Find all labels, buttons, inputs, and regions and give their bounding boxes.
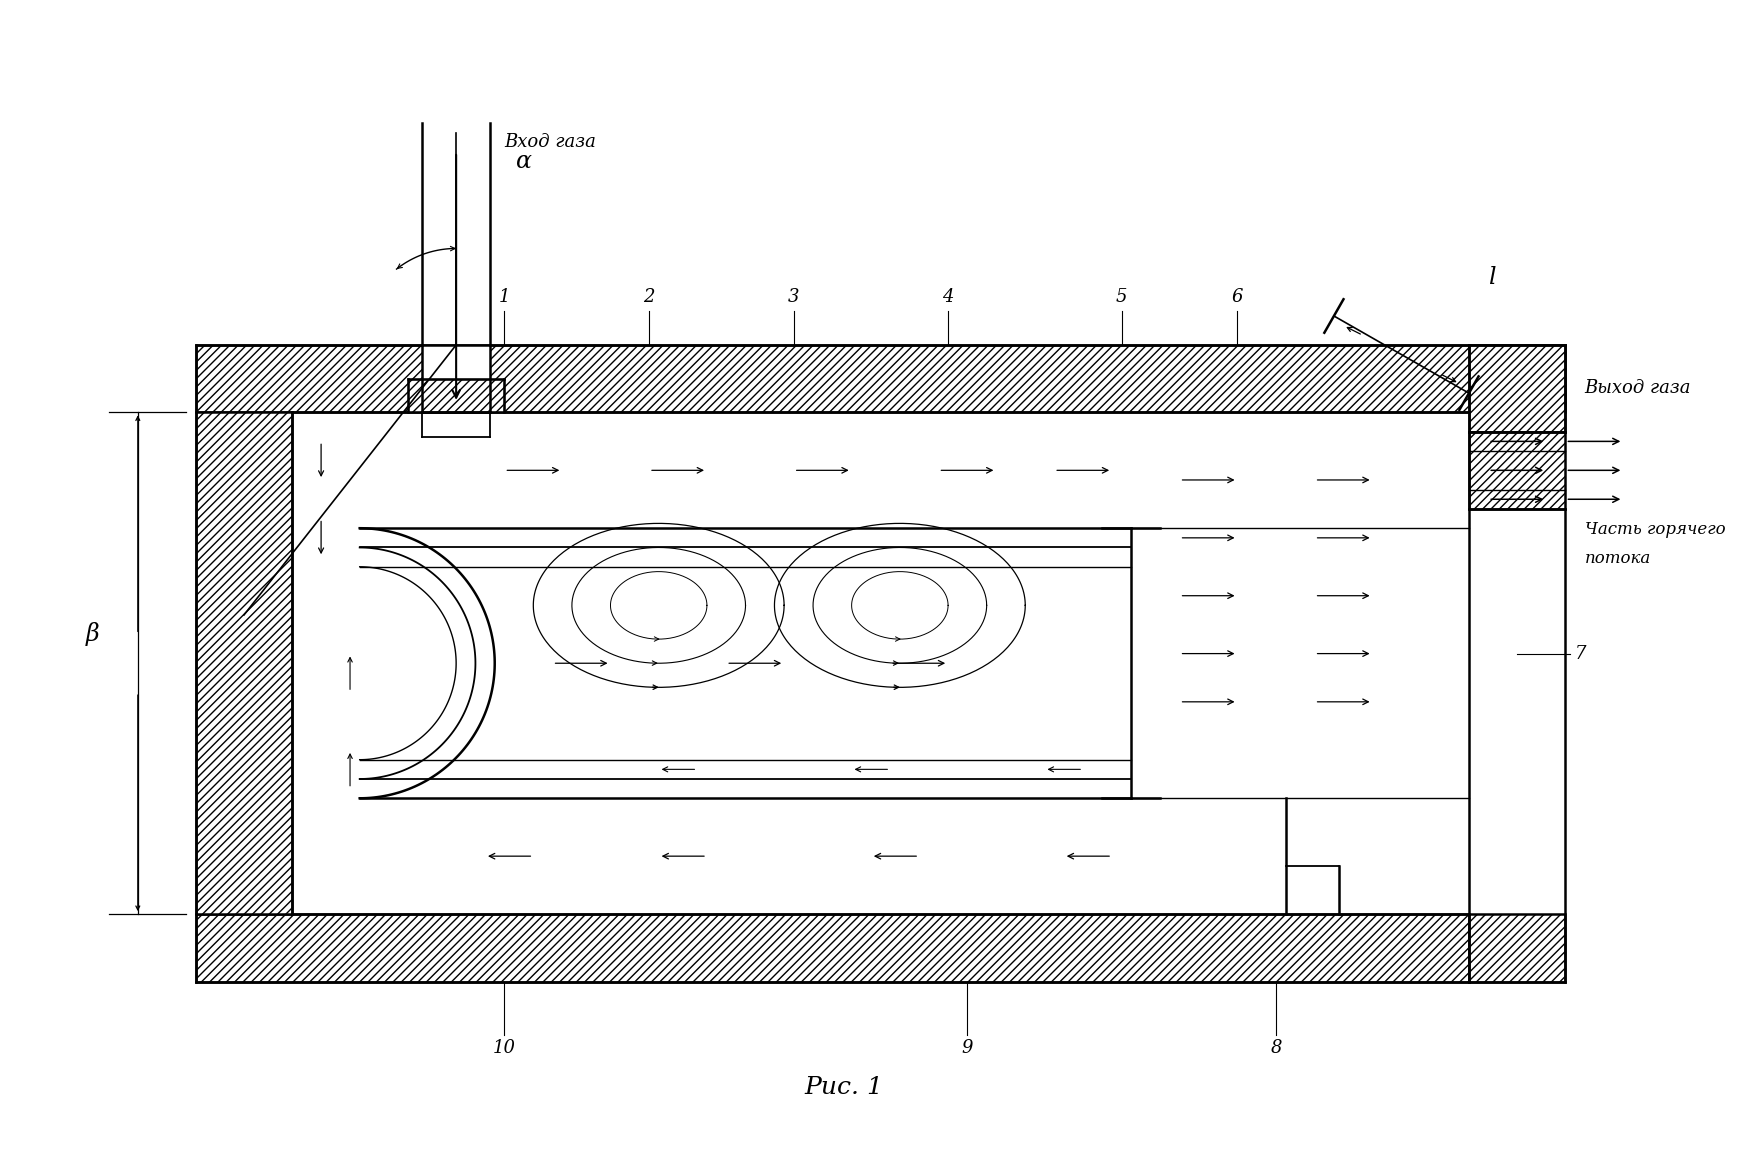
- Text: 1: 1: [499, 288, 509, 306]
- Bar: [195, 413, 293, 914]
- Text: Выход газа: Выход газа: [1585, 380, 1692, 397]
- Text: 3: 3: [788, 288, 799, 306]
- Bar: [293, 413, 1468, 914]
- Text: 7: 7: [1575, 644, 1587, 662]
- Text: 8: 8: [1270, 1040, 1282, 1057]
- Text: 2: 2: [644, 288, 654, 306]
- Text: 10: 10: [494, 1040, 516, 1057]
- Text: Вход газа: Вход газа: [504, 133, 596, 151]
- Bar: [1468, 432, 1566, 509]
- Text: α: α: [516, 151, 532, 173]
- Text: 5: 5: [1116, 288, 1127, 306]
- Text: Рис. 1: Рис. 1: [804, 1076, 884, 1100]
- Text: 9: 9: [961, 1040, 973, 1057]
- Bar: [195, 345, 1566, 413]
- Bar: [408, 379, 504, 413]
- Bar: [1468, 914, 1566, 982]
- Text: потока: потока: [1585, 549, 1652, 567]
- Text: Часть горячего: Часть горячего: [1585, 521, 1725, 537]
- Bar: [422, 345, 490, 413]
- Text: β: β: [85, 622, 99, 647]
- Text: 6: 6: [1231, 288, 1243, 306]
- Bar: [1468, 914, 1566, 982]
- Bar: [1468, 345, 1566, 432]
- Text: l: l: [1488, 266, 1496, 289]
- Bar: [1468, 432, 1566, 509]
- Bar: [195, 914, 1468, 982]
- Text: 4: 4: [942, 288, 954, 306]
